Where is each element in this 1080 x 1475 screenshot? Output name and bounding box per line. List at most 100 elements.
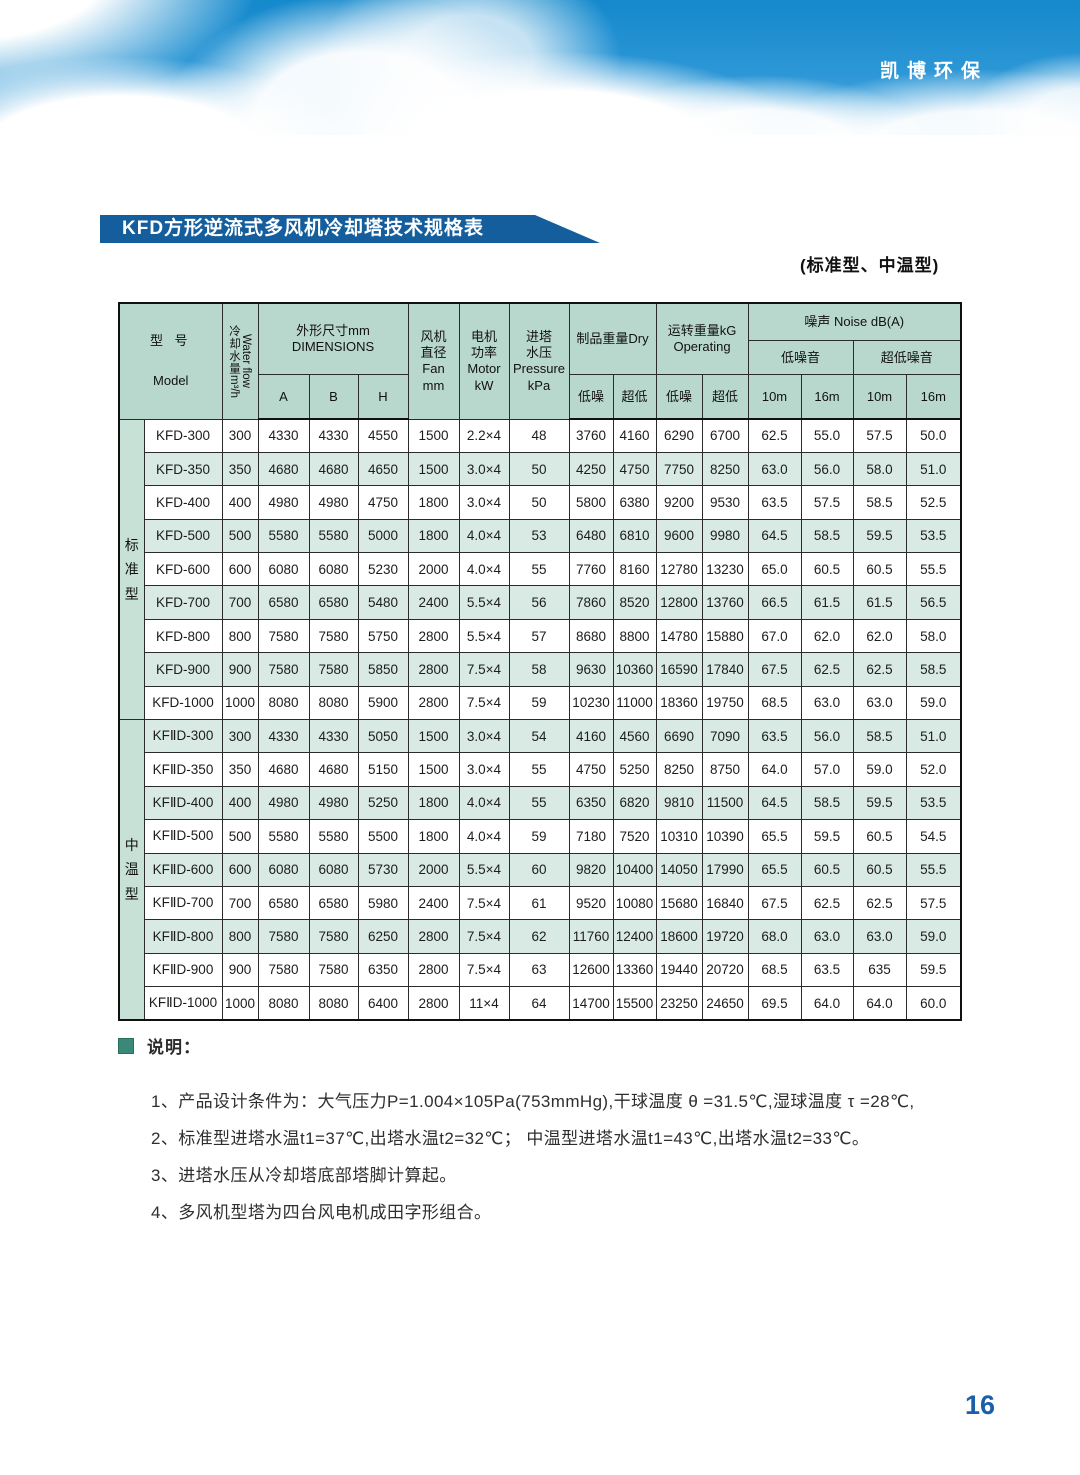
value-cell: 55.5 [905, 852, 962, 887]
value-cell: 5230 [357, 552, 409, 587]
value-cell: 2800 [407, 919, 460, 954]
value-cell: 7580 [257, 652, 310, 687]
value-cell: 7580 [257, 919, 310, 954]
col-header-h: H [357, 374, 409, 421]
value-cell: 1800 [407, 518, 460, 554]
value-cell: 67.0 [747, 618, 802, 654]
value-cell: 60 [508, 852, 570, 887]
value-cell: 8750 [701, 752, 749, 787]
value-cell: 59.5 [800, 819, 854, 854]
value-cell: 14780 [655, 618, 703, 654]
value-cell: 51.0 [905, 719, 962, 754]
value-cell: 7.5×4 [458, 952, 510, 988]
value-cell: 65.5 [747, 819, 802, 854]
value-cell: 4.0×4 [458, 552, 510, 587]
value-cell: 9530 [701, 485, 749, 520]
subtitle: (标准型、中温型) [800, 256, 940, 275]
value-cell: 1000 [221, 986, 259, 1021]
value-cell: 6580 [257, 885, 310, 921]
value-cell: 23250 [655, 986, 703, 1021]
value-cell: 3760 [568, 418, 614, 453]
value-cell: 4330 [257, 418, 310, 453]
value-cell: 2800 [407, 652, 460, 687]
value-cell: 9600 [655, 518, 703, 554]
section-title-banner: KFD方形逆流式多风机冷却塔技术规格表 [100, 215, 600, 243]
value-cell: 63.5 [800, 952, 854, 988]
value-cell: 7090 [701, 719, 749, 754]
col-header-water-flow: 冷却水量m³/h Water flow [221, 302, 259, 420]
value-cell: 61 [508, 885, 570, 921]
table-header: 型 号 Model 冷却水量m³/h Water flow 外形尺寸mm DIM… [118, 302, 962, 421]
value-cell: 800 [221, 618, 259, 654]
value-cell: 1800 [407, 485, 460, 520]
col-header-op-low: 低噪 [655, 374, 703, 421]
table-row: KFD-700 700 6580 6580 5480 2400 5.5×4 56 7860 852… [119, 585, 962, 620]
value-cell: 5980 [357, 885, 409, 921]
value-cell: 350 [221, 752, 259, 787]
value-cell: 6400 [357, 986, 409, 1021]
value-cell: 1800 [407, 785, 460, 821]
table-row: KFⅡD-500 500 5580 5580 5500 1800 4.0×4 59 7180 75… [119, 819, 962, 854]
value-cell: 7580 [308, 618, 359, 654]
value-cell: 6580 [308, 585, 359, 620]
value-cell: 9520 [568, 885, 614, 921]
value-cell: 4680 [257, 451, 310, 487]
value-cell: 7.5×4 [458, 885, 510, 921]
col-header-low-noise: 低噪音 [747, 339, 854, 376]
model-cell: KFD-900 [143, 652, 223, 687]
value-cell: 59.5 [852, 785, 907, 821]
value-cell: 58 [508, 652, 570, 687]
value-cell: 18600 [655, 919, 703, 954]
value-cell: 8160 [612, 552, 657, 587]
value-cell: 2400 [407, 585, 460, 620]
value-cell: 6810 [612, 518, 657, 554]
value-cell: 7750 [655, 451, 703, 487]
value-cell: 8800 [612, 618, 657, 654]
value-cell: 2400 [407, 885, 460, 921]
value-cell: 59 [508, 819, 570, 854]
model-cell: KFD-600 [143, 552, 223, 587]
value-cell: 55 [508, 785, 570, 821]
value-cell: 17990 [701, 852, 749, 887]
value-cell: 500 [221, 819, 259, 854]
value-cell: 900 [221, 952, 259, 988]
value-cell: 59.0 [905, 685, 962, 721]
model-cell: KFⅡD-600 [143, 852, 223, 887]
value-cell: 3.0×4 [458, 485, 510, 520]
value-cell: 4980 [257, 485, 310, 520]
value-cell: 5900 [357, 685, 409, 721]
value-cell: 15500 [612, 986, 657, 1021]
col-header-noise: 噪声 Noise dB(A) [747, 302, 962, 341]
value-cell: 3.0×4 [458, 752, 510, 787]
value-cell: 1500 [407, 451, 460, 487]
value-cell: 7580 [308, 952, 359, 988]
model-cell: KFⅡD-300 [143, 719, 223, 754]
value-cell: 15880 [701, 618, 749, 654]
value-cell: 12780 [655, 552, 703, 587]
value-cell: 5250 [612, 752, 657, 787]
spec-table: 型 号 Model 冷却水量m³/h Water flow 外形尺寸mm DIM… [118, 302, 963, 1022]
value-cell: 2000 [407, 552, 460, 587]
value-cell: 5150 [357, 752, 409, 787]
value-cell: 62.0 [800, 618, 854, 654]
col-header-low-10m: 10m [747, 374, 802, 421]
value-cell: 60.5 [852, 552, 907, 587]
value-cell: 57.5 [800, 485, 854, 520]
value-cell: 11500 [701, 785, 749, 821]
value-cell: 4330 [308, 418, 359, 453]
table-row: KFⅡD-700 700 6580 6580 5980 2400 7.5×4 61 9520 10… [119, 885, 962, 921]
value-cell: 4330 [257, 719, 310, 754]
value-cell: 11×4 [458, 986, 510, 1021]
note-line: 4、多风机型塔为四台风电机成田字形组合。 [151, 1203, 492, 1222]
value-cell: 1000 [221, 685, 259, 721]
value-cell: 400 [221, 485, 259, 520]
col-header-motor: 电机 功率 Motor kW [458, 302, 510, 420]
value-cell: 62.5 [852, 652, 907, 687]
value-cell: 62.5 [747, 418, 802, 453]
table-row: KFD-600 600 6080 6080 5230 2000 4.0×4 55 7760 816… [119, 552, 962, 587]
value-cell: 55.5 [905, 552, 962, 587]
value-cell: 2000 [407, 852, 460, 887]
value-cell: 2800 [407, 986, 460, 1021]
value-cell: 5.5×4 [458, 852, 510, 887]
value-cell: 6350 [568, 785, 614, 821]
